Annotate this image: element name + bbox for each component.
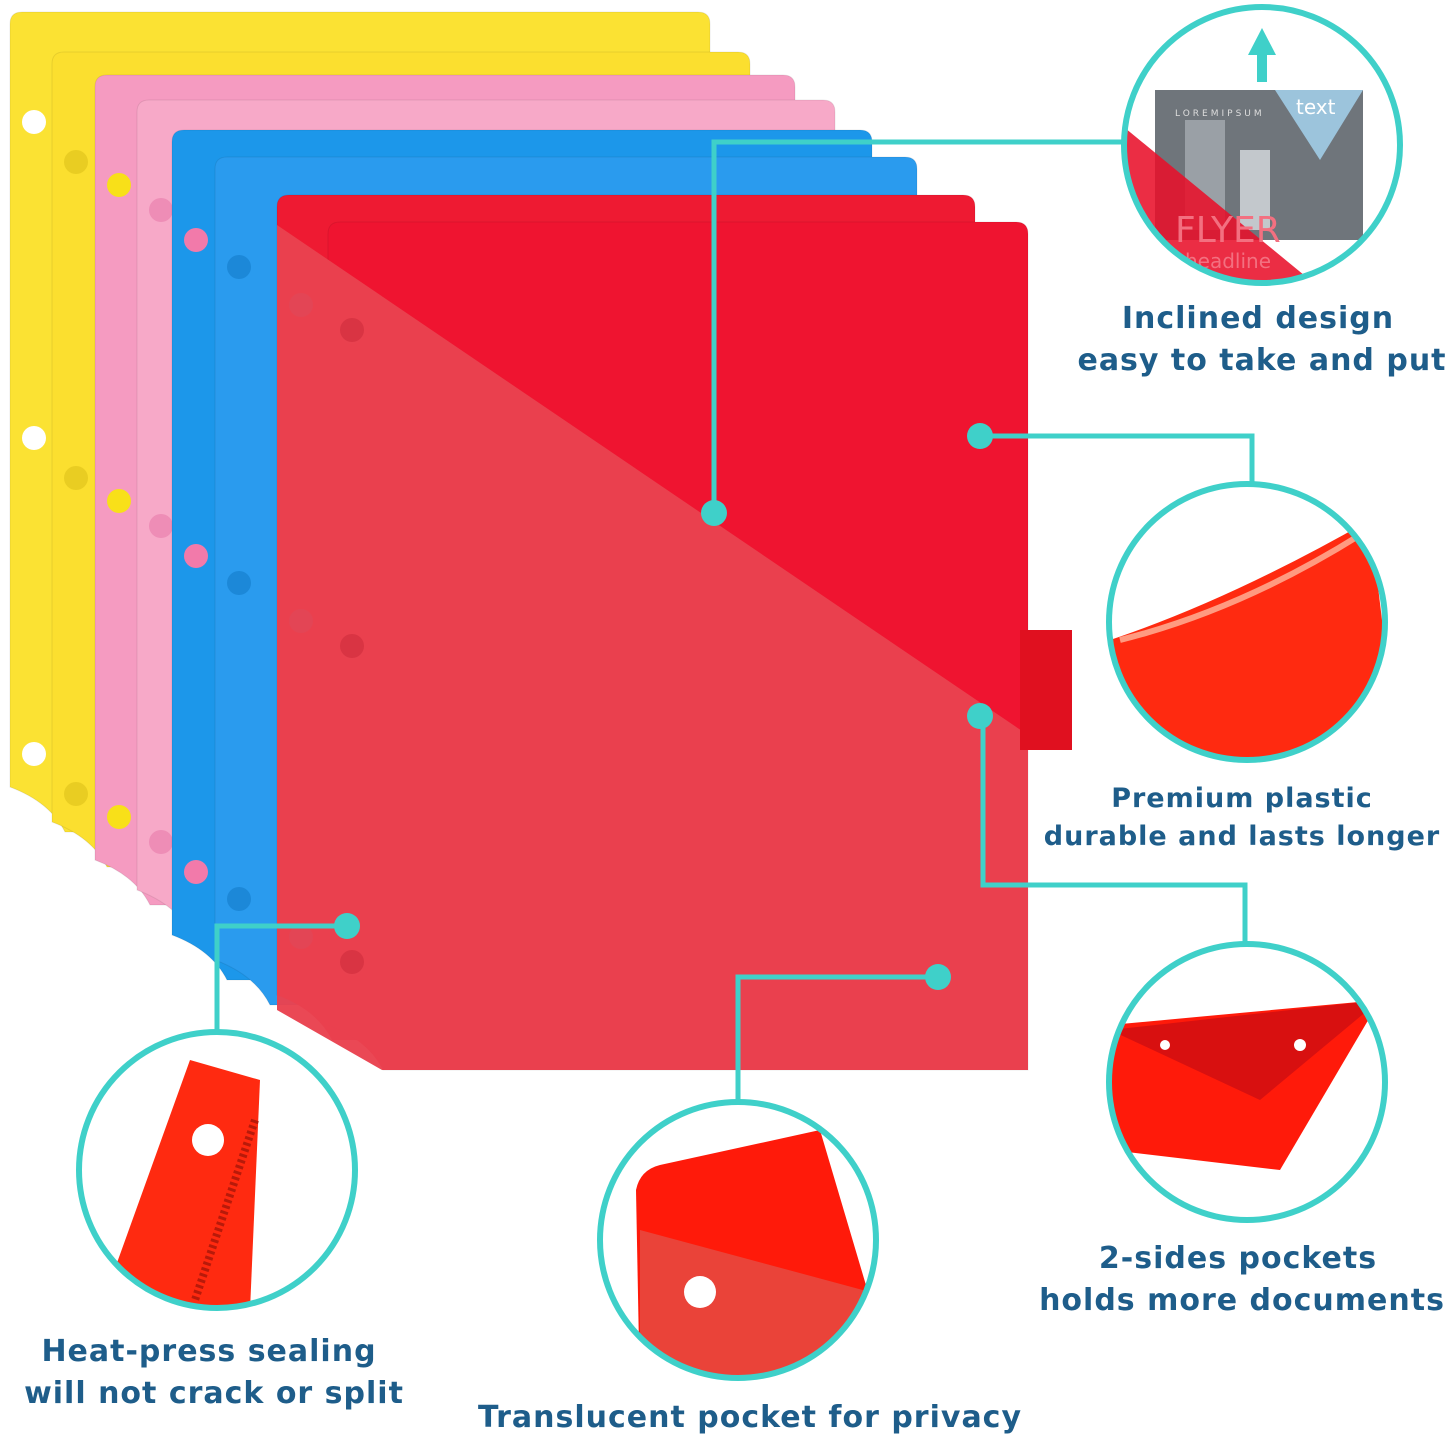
inset-plastic [1110,485,1384,759]
flyer-shape [1275,90,1363,160]
dot [925,964,951,990]
punch-hole [22,742,46,766]
punch-hole [149,198,173,222]
punch-hole [107,489,131,513]
dot [967,423,993,449]
punch-hole [227,255,251,279]
punch-hole [64,782,88,806]
inset-rings [76,4,1403,1381]
hole [192,1124,224,1156]
red-pocket [1125,128,1310,280]
ring [597,1099,879,1381]
building [1240,150,1270,230]
up-arrow [1248,28,1276,82]
caption: 2-sides pockets [1099,1241,1377,1276]
plastic [1110,520,1384,759]
hole [684,1276,716,1308]
ring [1106,481,1388,763]
ring [1121,4,1403,286]
punch-hole [227,571,251,595]
punch-hole [184,228,208,252]
punch-hole [64,150,88,174]
folders [9,11,1072,1071]
punch-hole [184,544,208,568]
inset-pockets [1110,945,1384,1219]
caption: easy to take and put [1077,343,1445,378]
punch-hole [227,887,251,911]
dot [334,913,360,939]
seal [191,1118,259,1302]
ring [76,1029,358,1311]
caption: Heat-press sealing [41,1334,376,1369]
folder-edge [100,1060,260,1307]
hole [1294,1039,1306,1051]
callout-dots [334,423,993,990]
translucent-pocket [277,225,1028,1070]
caption: will not crack or split [24,1376,404,1411]
highlight [1119,532,1362,643]
punch-hole [340,950,364,974]
captions: Inclined design easy to take and put Pre… [24,301,1445,1435]
index-tab [1020,630,1072,750]
flyer-brand: LOREMIPSUM [1175,109,1265,119]
inset-sealing [80,1033,354,1307]
punch-hole [149,514,173,538]
inset-inclined: LOREMIPSUM text FLYER headline [1125,8,1399,282]
flyer-logo: text [1296,95,1336,119]
caption: Translucent pocket for privacy [478,1400,1022,1435]
punch-hole [149,830,173,854]
dot [701,500,727,526]
punch-hole [107,173,131,197]
caption: durable and lasts longer [1044,821,1440,852]
punch-hole [184,860,208,884]
flyer-title: FLYER [1175,210,1281,251]
callout-line [214,923,347,1033]
callout-line [711,139,1124,513]
punch-hole [64,466,88,490]
punch-hole [340,634,364,658]
pocket-fold [1110,1000,1380,1100]
punch-hole [22,110,46,134]
inset-translucent [601,1103,875,1377]
caption: Inclined design [1122,301,1394,336]
caption: Premium plastic [1111,783,1373,814]
punch-hole [340,318,364,342]
punch-hole [22,426,46,450]
punch-hole [107,805,131,829]
ring [1106,941,1388,1223]
callout-line [735,974,938,1103]
caption: holds more documents [1039,1283,1445,1318]
callout-line [980,433,1255,485]
hole [1160,1040,1170,1050]
dot [967,703,993,729]
